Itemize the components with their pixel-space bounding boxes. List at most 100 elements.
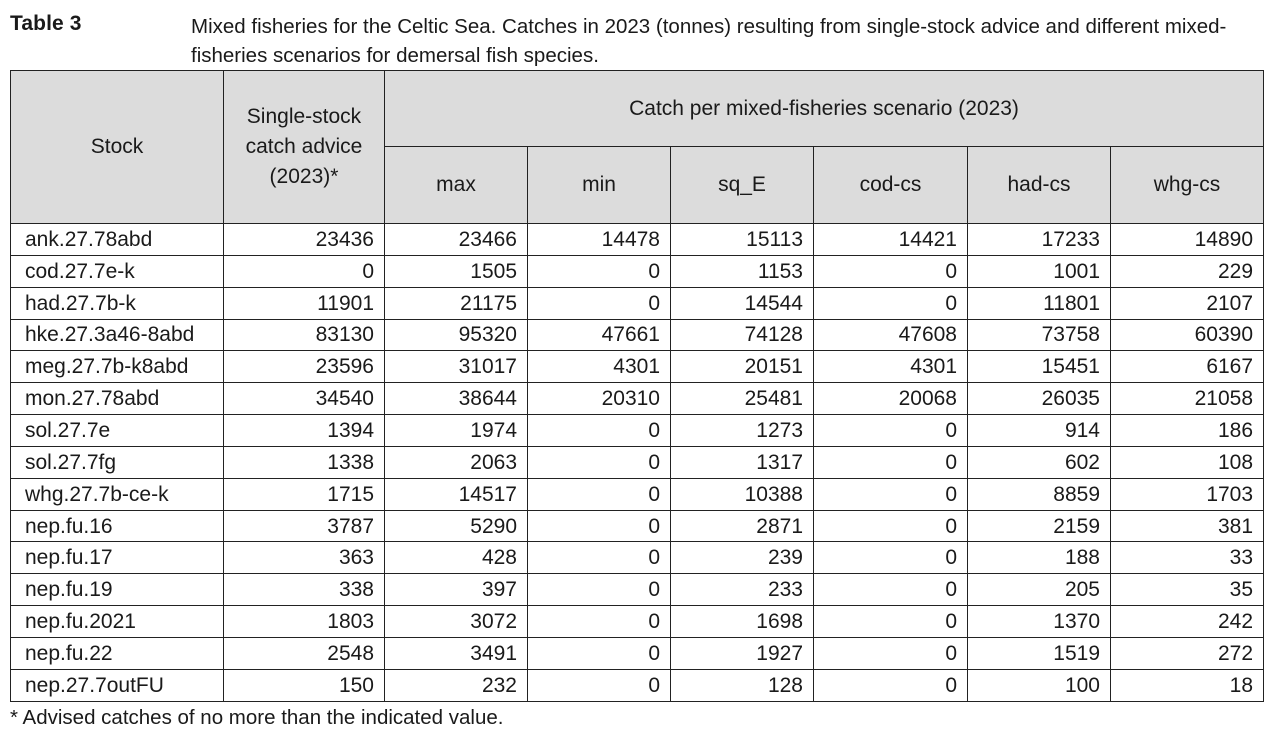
scenario-value-cell: 0 (813, 445, 968, 479)
scenario-value-cell: 74128 (670, 318, 814, 352)
header-single-stock-advice: Single-stock catch advice (2023)* (223, 70, 385, 224)
scenario-value-cell: 26035 (967, 382, 1111, 416)
scenario-value-cell: 14544 (670, 286, 814, 320)
advice-cell: 34540 (223, 382, 385, 416)
scenario-value-cell: 0 (527, 605, 671, 638)
scenario-value-cell: 33 (1109, 541, 1265, 575)
scenario-value-cell: 20310 (527, 382, 671, 416)
scenario-value-cell: 1001 (967, 254, 1111, 288)
scenario-value-cell: 0 (527, 414, 671, 447)
scenario-value-cell: 0 (813, 477, 968, 511)
scenario-value-cell: 14478 (527, 223, 671, 256)
table-row: whg.27.7b-ce-k 1715 14517 0 10388 0 8859 1703 (10, 477, 1265, 511)
scenario-value-cell: 1317 (670, 445, 814, 479)
advice-cell: 23436 (223, 223, 385, 256)
advice-cell: 1394 (223, 414, 385, 447)
scenario-value-cell: 1273 (670, 414, 814, 447)
scenario-value-cell: 0 (527, 636, 671, 670)
scenario-value-cell: 0 (813, 414, 968, 447)
stock-cell: nep.fu.16 (10, 509, 224, 543)
advice-cell: 2548 (223, 636, 385, 670)
advice-cell: 363 (223, 541, 385, 575)
advice-cell: 83130 (223, 318, 385, 352)
scenario-value-cell: 14517 (384, 477, 528, 511)
table-row: ank.27.78abd 23436 23466 14478 15113 14421 172… (10, 223, 1265, 256)
scenario-value-cell: 914 (967, 414, 1111, 447)
scenario-value-cell: 60390 (1109, 318, 1265, 352)
scenario-value-cell: 2871 (670, 509, 814, 543)
scenario-value-cell: 0 (527, 573, 671, 607)
table-row: cod.27.7e-k 0 1505 0 1153 0 1001 229 (10, 254, 1265, 288)
scenario-value-cell: 1505 (384, 254, 528, 288)
scenario-value-cell: 272 (1109, 636, 1265, 670)
stock-cell: nep.27.7outFU (10, 668, 224, 702)
stock-cell: cod.27.7e-k (10, 254, 224, 288)
scenario-value-cell: 35 (1109, 573, 1265, 607)
table-row: had.27.7b-k 11901 21175 0 14544 0 11801 2107 (10, 286, 1265, 320)
scenario-value-cell: 205 (967, 573, 1111, 607)
table-row: nep.fu.19 338 397 0 233 0 205 35 (10, 573, 1265, 607)
table-row: sol.27.7fg 1338 2063 0 1317 0 602 108 (10, 445, 1265, 479)
scenario-value-cell: 1974 (384, 414, 528, 447)
header-scenario-group: Catch per mixed-fisheries scenario (2023… (383, 70, 1265, 147)
scenario-header-row: max min sq_E cod-cs had-cs whg-cs (11, 146, 1265, 224)
scenario-value-cell: 2107 (1109, 286, 1265, 320)
advice-cell: 3787 (223, 509, 385, 543)
scenario-value-cell: 2159 (967, 509, 1111, 543)
scenario-value-cell: 186 (1109, 414, 1265, 447)
scenario-value-cell: 0 (813, 668, 968, 702)
scenario-value-cell: 229 (1109, 254, 1265, 288)
table-row: sol.27.7e 1394 1974 0 1273 0 914 186 (10, 414, 1265, 447)
scenario-value-cell: 21175 (384, 286, 528, 320)
scenario-value-cell: 47608 (813, 318, 968, 352)
scenario-value-cell: 1698 (670, 605, 814, 638)
table-title: Mixed fisheries for the Celtic Sea. Catc… (191, 15, 1227, 67)
scenario-value-cell: 0 (813, 254, 968, 288)
scenario-value-cell: 95320 (384, 318, 528, 352)
stock-cell: meg.27.7b-k8abd (10, 350, 224, 384)
stock-cell: hke.27.3a46-8abd (10, 318, 224, 352)
scenario-value-cell: 1927 (670, 636, 814, 670)
scenario-value-cell: 0 (813, 605, 968, 638)
advice-cell: 1715 (223, 477, 385, 511)
scenario-value-cell: 0 (527, 477, 671, 511)
scenario-value-cell: 100 (967, 668, 1111, 702)
scenario-value-cell: 233 (670, 573, 814, 607)
scenario-value-cell: 11801 (967, 286, 1111, 320)
header-scenario-min: min (527, 146, 671, 224)
scenario-value-cell: 0 (527, 668, 671, 702)
scenario-value-cell: 1370 (967, 605, 1111, 638)
scenario-value-cell: 3491 (384, 636, 528, 670)
advice-cell: 11901 (223, 286, 385, 320)
scenario-value-cell: 4301 (813, 350, 968, 384)
table-row: nep.fu.17 363 428 0 239 0 188 33 (10, 541, 1265, 575)
scenario-value-cell: 0 (813, 636, 968, 670)
advice-cell: 338 (223, 573, 385, 607)
stock-cell: nep.fu.17 (10, 541, 224, 575)
scenario-value-cell: 242 (1109, 605, 1265, 638)
scenario-value-cell: 0 (527, 509, 671, 543)
scenario-value-cell: 128 (670, 668, 814, 702)
scenario-value-cell: 31017 (384, 350, 528, 384)
scenario-value-cell: 428 (384, 541, 528, 575)
table-caption: Table 3 Mixed fisheries for the Celtic S… (10, 10, 1270, 68)
scenario-value-cell: 15451 (967, 350, 1111, 384)
table-row: nep.fu.16 3787 5290 0 2871 0 2159 381 (10, 509, 1265, 543)
scenario-value-cell: 0 (813, 573, 968, 607)
scenario-value-cell: 397 (384, 573, 528, 607)
scenario-value-cell: 14890 (1109, 223, 1265, 256)
scenario-value-cell: 23466 (384, 223, 528, 256)
stock-cell: sol.27.7fg (10, 445, 224, 479)
scenario-value-cell: 3072 (384, 605, 528, 638)
header-scenario-sq-e: sq_E (670, 146, 814, 224)
scenario-value-cell: 188 (967, 541, 1111, 575)
stock-cell: ank.27.78abd (10, 223, 224, 256)
stock-cell: had.27.7b-k (10, 286, 224, 320)
table-row: nep.fu.2021 1803 3072 0 1698 0 1370 242 (10, 605, 1265, 638)
scenario-value-cell: 0 (527, 254, 671, 288)
scenario-value-cell: 20151 (670, 350, 814, 384)
scenario-value-cell: 0 (527, 445, 671, 479)
scenario-value-cell: 232 (384, 668, 528, 702)
scenario-value-cell: 602 (967, 445, 1111, 479)
table-body: ank.27.78abd 23436 23466 14478 15113 14421 172… (10, 223, 1265, 702)
